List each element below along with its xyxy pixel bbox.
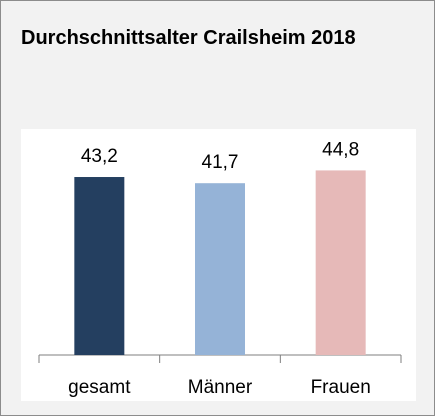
chart: 43,2 gesamt 41,7 Männer 44,8 Frauen (21, 129, 416, 401)
value-label: 41,7 (202, 152, 239, 173)
x-tick-label: Männer (188, 377, 253, 398)
value-label: 44,8 (322, 139, 359, 160)
x-tick-label: Frauen (311, 377, 371, 398)
bar (315, 170, 366, 355)
x-tick-label: gesamt (68, 377, 131, 398)
value-label: 43,2 (81, 146, 118, 167)
chart-title: Durchschnittsalter Crailsheim 2018 (21, 27, 356, 49)
bar (74, 177, 125, 355)
bar (195, 183, 245, 355)
